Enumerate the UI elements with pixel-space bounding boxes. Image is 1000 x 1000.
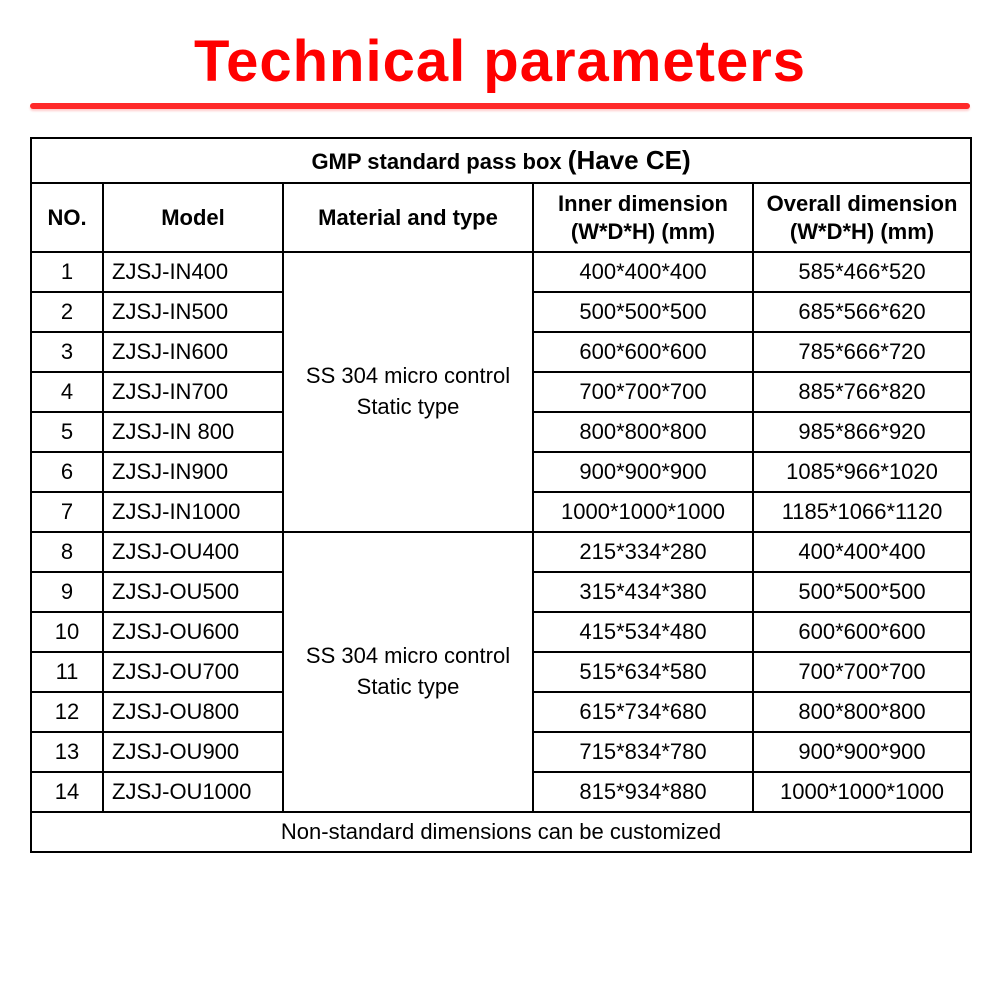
cell-inner: 615*734*680 [533, 692, 753, 732]
cell-material-group2: SS 304 micro control Static type [283, 532, 533, 812]
cell-overall: 585*466*520 [753, 252, 971, 292]
cell-inner: 600*600*600 [533, 332, 753, 372]
cell-model: ZJSJ-OU700 [103, 652, 283, 692]
material-line: SS 304 micro control [306, 643, 510, 668]
col-no: NO. [31, 183, 103, 252]
cell-overall: 900*900*900 [753, 732, 971, 772]
cell-overall: 885*766*820 [753, 372, 971, 412]
cell-no: 8 [31, 532, 103, 572]
table-footer: Non-standard dimensions can be customize… [31, 812, 971, 852]
cell-inner: 315*434*380 [533, 572, 753, 612]
cell-inner: 900*900*900 [533, 452, 753, 492]
table-title-row: GMP standard pass box (Have CE) [31, 138, 971, 183]
cell-inner: 800*800*800 [533, 412, 753, 452]
cell-model: ZJSJ-OU900 [103, 732, 283, 772]
cell-overall: 500*500*500 [753, 572, 971, 612]
cell-overall: 1185*1066*1120 [753, 492, 971, 532]
cell-inner: 415*534*480 [533, 612, 753, 652]
col-model: Model [103, 183, 283, 252]
cell-model: ZJSJ-IN500 [103, 292, 283, 332]
cell-overall: 1000*1000*1000 [753, 772, 971, 812]
cell-overall: 985*866*920 [753, 412, 971, 452]
cell-no: 12 [31, 692, 103, 732]
cell-inner: 400*400*400 [533, 252, 753, 292]
cell-overall: 685*566*620 [753, 292, 971, 332]
cell-no: 5 [31, 412, 103, 452]
col-inner: Inner dimension (W*D*H) (mm) [533, 183, 753, 252]
cell-inner: 215*334*280 [533, 532, 753, 572]
cell-model: ZJSJ-OU400 [103, 532, 283, 572]
cell-model: ZJSJ-OU500 [103, 572, 283, 612]
table-title-cell: GMP standard pass box (Have CE) [31, 138, 971, 183]
cell-model: ZJSJ-OU800 [103, 692, 283, 732]
cell-no: 1 [31, 252, 103, 292]
cell-overall: 1085*966*1020 [753, 452, 971, 492]
cell-model: ZJSJ-OU600 [103, 612, 283, 652]
cell-no: 3 [31, 332, 103, 372]
table-header-row: NO. Model Material and type Inner dimens… [31, 183, 971, 252]
cell-inner: 715*834*780 [533, 732, 753, 772]
cell-inner: 500*500*500 [533, 292, 753, 332]
cell-no: 2 [31, 292, 103, 332]
cell-model: ZJSJ-IN1000 [103, 492, 283, 532]
cell-inner: 700*700*700 [533, 372, 753, 412]
cell-material-group1: SS 304 micro control Static type [283, 252, 533, 532]
title-underline [30, 103, 970, 109]
cell-no: 4 [31, 372, 103, 412]
table-row: 1 ZJSJ-IN400 SS 304 micro control Static… [31, 252, 971, 292]
cell-model: ZJSJ-IN900 [103, 452, 283, 492]
table-row: 8 ZJSJ-OU400 SS 304 micro control Static… [31, 532, 971, 572]
parameters-table: GMP standard pass box (Have CE) NO. Mode… [30, 137, 972, 853]
cell-overall: 600*600*600 [753, 612, 971, 652]
page: Technical parameters GMP standard pass b… [0, 0, 1000, 1000]
col-overall: Overall dimension (W*D*H) (mm) [753, 183, 971, 252]
cell-model: ZJSJ-IN600 [103, 332, 283, 372]
cell-no: 6 [31, 452, 103, 492]
cell-overall: 785*666*720 [753, 332, 971, 372]
cell-inner: 815*934*880 [533, 772, 753, 812]
cell-no: 11 [31, 652, 103, 692]
cell-overall: 400*400*400 [753, 532, 971, 572]
cell-no: 7 [31, 492, 103, 532]
cell-model: ZJSJ-OU1000 [103, 772, 283, 812]
cell-no: 14 [31, 772, 103, 812]
col-material: Material and type [283, 183, 533, 252]
cell-inner: 515*634*580 [533, 652, 753, 692]
cell-model: ZJSJ-IN400 [103, 252, 283, 292]
cell-no: 13 [31, 732, 103, 772]
table-footer-row: Non-standard dimensions can be customize… [31, 812, 971, 852]
cell-overall: 700*700*700 [753, 652, 971, 692]
cell-no: 10 [31, 612, 103, 652]
material-line: SS 304 micro control [306, 363, 510, 388]
cell-overall: 800*800*800 [753, 692, 971, 732]
cell-inner: 1000*1000*1000 [533, 492, 753, 532]
material-line: Static type [357, 674, 460, 699]
cell-model: ZJSJ-IN700 [103, 372, 283, 412]
table-heading-sub: (Have CE) [568, 145, 691, 175]
table-heading-main: GMP standard pass box [311, 149, 567, 174]
cell-no: 9 [31, 572, 103, 612]
cell-model: ZJSJ-IN 800 [103, 412, 283, 452]
page-title: Technical parameters [30, 28, 970, 95]
material-line: Static type [357, 394, 460, 419]
